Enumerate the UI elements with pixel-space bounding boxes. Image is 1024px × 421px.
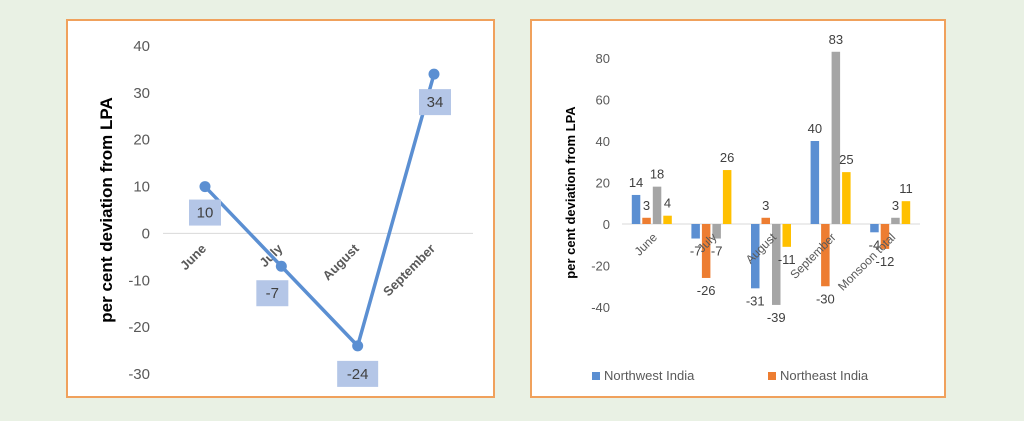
bar (652, 186, 662, 224)
data-label: 3 (892, 198, 899, 213)
data-label: -11 (778, 252, 796, 267)
y-tick-label: 10 (133, 179, 150, 196)
bar (751, 224, 760, 289)
legend-label: Northwest India (604, 368, 695, 383)
bar (880, 224, 890, 249)
data-label: 10 (197, 205, 214, 222)
legend-swatch (592, 372, 600, 380)
y-tick-label: 40 (596, 134, 610, 149)
bar-chart-panel: 80 60 40 20 0 -20 -40 per cent deviation from … (530, 19, 946, 398)
bar (761, 217, 770, 224)
data-label: 14 (629, 175, 643, 190)
data-label: 11 (899, 181, 913, 196)
y-axis-title: per cent deviation from LPA (563, 106, 578, 279)
data-label: -7 (711, 244, 723, 259)
data-label-box (337, 360, 379, 387)
data-label: -7 (266, 285, 279, 302)
bar (901, 201, 911, 224)
data-label: -31 (746, 293, 765, 308)
bar (772, 224, 781, 305)
y-tick-label: 0 (142, 225, 150, 242)
data-point (199, 181, 211, 193)
series-line (203, 73, 436, 348)
bar (821, 224, 830, 287)
bar (712, 224, 721, 239)
category-label: September (380, 241, 438, 299)
y-tick-label: -30 (128, 366, 150, 383)
line-chart-panel: 40 30 20 10 0 -10 -20 -30 per cent deviation fr… (66, 19, 495, 398)
y-tick-label: 20 (596, 176, 610, 191)
category-label: June (632, 230, 661, 259)
bar (810, 141, 820, 224)
data-label-box (419, 89, 451, 116)
data-label: -12 (876, 254, 895, 269)
y-axis-title: per cent deviation from LPA (97, 97, 116, 322)
data-label-box (256, 280, 289, 307)
bar (782, 224, 791, 247)
bar (831, 51, 841, 225)
data-label: 3 (643, 198, 650, 213)
data-label: 3 (762, 198, 769, 213)
y-tick-label: -40 (591, 300, 610, 315)
y-tick-label: 0 (603, 217, 610, 232)
data-label: -39 (767, 310, 786, 325)
data-label-box (189, 199, 221, 226)
category-label: August (320, 240, 363, 283)
bar (870, 224, 879, 233)
category-label: June (177, 241, 209, 273)
bar (631, 194, 641, 224)
data-point (428, 68, 440, 80)
data-label: 83 (829, 32, 843, 47)
data-label: 26 (720, 150, 734, 165)
bar (891, 217, 900, 224)
bar-chart: 80 60 40 20 0 -20 -40 per cent deviation from … (563, 32, 920, 383)
data-label: -4 (869, 237, 881, 252)
data-point (352, 340, 364, 352)
data-label: -30 (816, 291, 835, 306)
legend-swatch (768, 372, 776, 380)
bar (691, 224, 700, 239)
y-tick-label: -10 (128, 272, 150, 289)
y-tick-label: -20 (591, 259, 610, 274)
y-tick-label: 80 (596, 51, 610, 66)
data-label: -24 (347, 366, 369, 383)
bar (701, 224, 711, 278)
y-tick-label: -20 (128, 319, 150, 336)
data-label: 40 (808, 121, 822, 136)
line-chart: 40 30 20 10 0 -10 -20 -30 per cent deviation fr… (97, 38, 473, 387)
data-label: -26 (697, 283, 716, 298)
y-tick-label: 30 (133, 85, 150, 102)
bar (663, 215, 672, 224)
data-label: 25 (839, 152, 853, 167)
bar (842, 172, 851, 224)
data-point (275, 260, 287, 272)
y-tick-label: 20 (133, 132, 150, 149)
y-tick-label: 60 (596, 93, 610, 108)
data-label: 4 (664, 196, 671, 211)
data-label: 34 (427, 94, 444, 111)
y-tick-label: 40 (133, 38, 150, 55)
legend-label: Northeast India (780, 368, 869, 383)
data-label: 18 (650, 167, 664, 182)
data-label: -7 (690, 244, 702, 259)
bar (642, 217, 651, 224)
bar (722, 170, 732, 224)
